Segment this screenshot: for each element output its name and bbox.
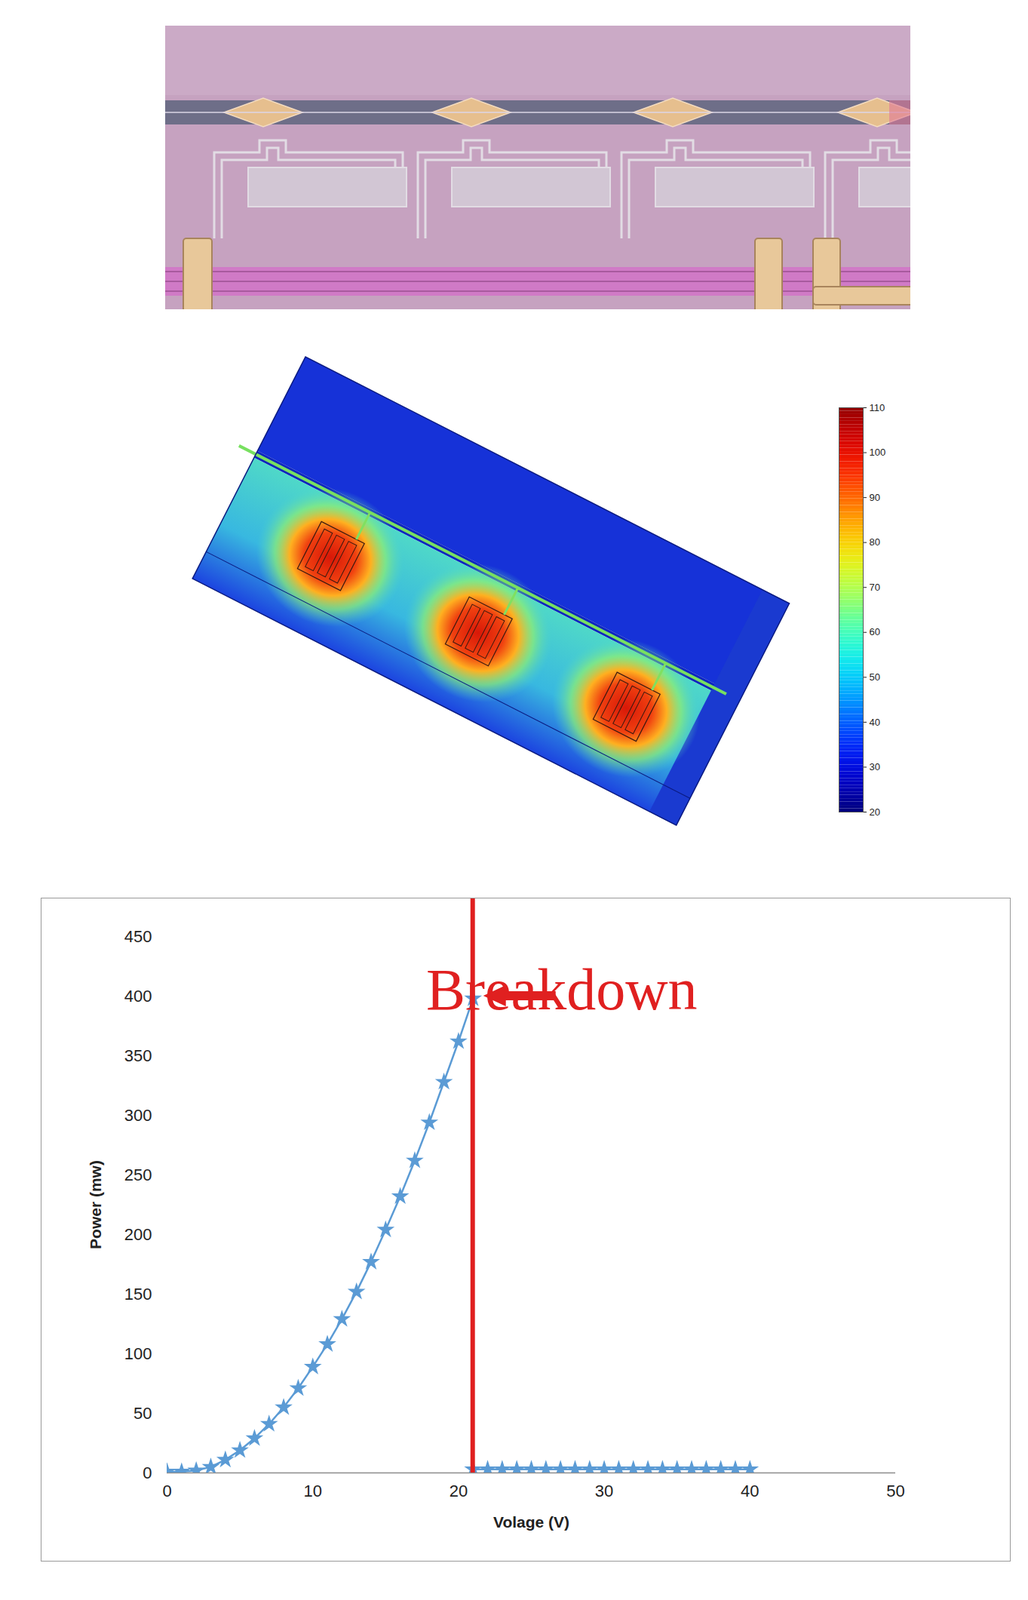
svg-text:30: 30 [869, 761, 881, 773]
svg-text:300: 300 [124, 1105, 153, 1125]
svg-text:100: 100 [124, 1344, 153, 1363]
svg-text:0: 0 [162, 1481, 172, 1501]
svg-text:50: 50 [133, 1403, 152, 1423]
svg-text:60: 60 [869, 626, 881, 638]
svg-text:20: 20 [449, 1481, 468, 1501]
svg-text:Volage (V): Volage (V) [493, 1512, 570, 1531]
svg-text:30: 30 [595, 1481, 614, 1501]
svg-text:110: 110 [869, 401, 886, 414]
svg-text:400: 400 [124, 986, 153, 1006]
svg-text:70: 70 [869, 581, 881, 593]
svg-text:150: 150 [124, 1284, 153, 1304]
svg-text:10: 10 [303, 1481, 322, 1501]
svg-text:250: 250 [124, 1165, 153, 1185]
svg-text:40: 40 [740, 1481, 759, 1501]
svg-text:100: 100 [869, 446, 887, 458]
svg-text:450: 450 [124, 926, 153, 946]
svg-text:0: 0 [142, 1463, 152, 1483]
svg-text:90: 90 [869, 491, 881, 504]
svg-text:350: 350 [124, 1046, 153, 1065]
svg-text:40: 40 [869, 716, 881, 728]
svg-text:Power (mw): Power (mw) [86, 1159, 105, 1249]
svg-text:80: 80 [869, 536, 881, 548]
svg-text:50: 50 [886, 1481, 905, 1501]
svg-text:50: 50 [869, 671, 881, 683]
svg-text:Breakdown: Breakdown [426, 956, 698, 1022]
svg-text:20: 20 [869, 806, 881, 818]
svg-text:200: 200 [124, 1224, 153, 1244]
